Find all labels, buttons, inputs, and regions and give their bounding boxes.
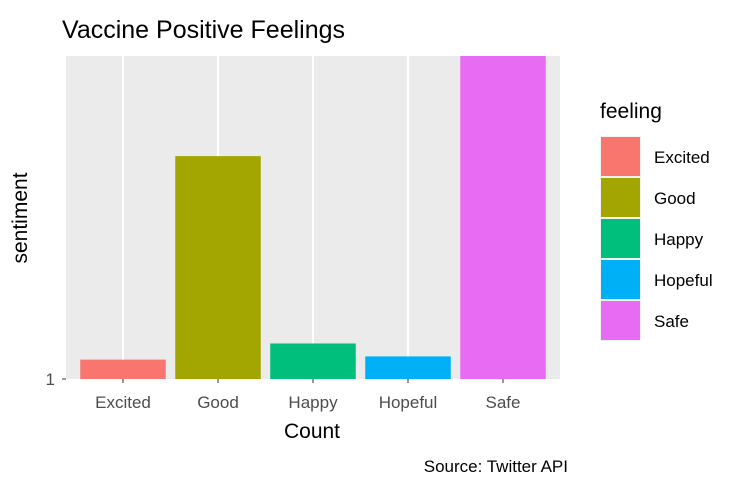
x-tick-label: Excited	[95, 393, 151, 412]
bar-safe	[460, 56, 546, 379]
legend-label: Happy	[654, 230, 704, 249]
x-tick-label: Happy	[288, 393, 338, 412]
x-tick-label: Hopeful	[379, 393, 438, 412]
chart-title: Vaccine Positive Feelings	[62, 16, 345, 44]
legend-label: Good	[654, 189, 696, 208]
x-tick-label: Safe	[486, 393, 521, 412]
bar-hopeful	[365, 356, 451, 379]
legend-label: Hopeful	[654, 271, 713, 290]
y-tick-label: 1	[46, 370, 55, 389]
legend: feeling Excited Good Happy Hopeful Safe	[600, 100, 713, 341]
bar-happy	[270, 343, 356, 379]
y-axis-title: sentiment	[9, 172, 32, 263]
bar-good	[175, 156, 261, 379]
legend-key-hopeful	[601, 260, 640, 299]
legend-key-happy	[601, 219, 640, 258]
bars	[80, 56, 546, 379]
x-axis: Excited Good Happy Hopeful Safe	[95, 379, 520, 412]
legend-key-excited	[601, 137, 640, 176]
x-axis-title: Count	[284, 420, 340, 443]
x-tick-label: Good	[197, 393, 239, 412]
legend-title: feeling	[600, 100, 662, 123]
bar-excited	[80, 359, 166, 379]
legend-key-safe	[601, 301, 640, 340]
legend-label: Safe	[654, 312, 689, 331]
chart-caption: Source: Twitter API	[424, 457, 568, 476]
y-axis: 1	[46, 370, 66, 389]
legend-label: Excited	[654, 148, 710, 167]
legend-key-good	[601, 178, 640, 217]
